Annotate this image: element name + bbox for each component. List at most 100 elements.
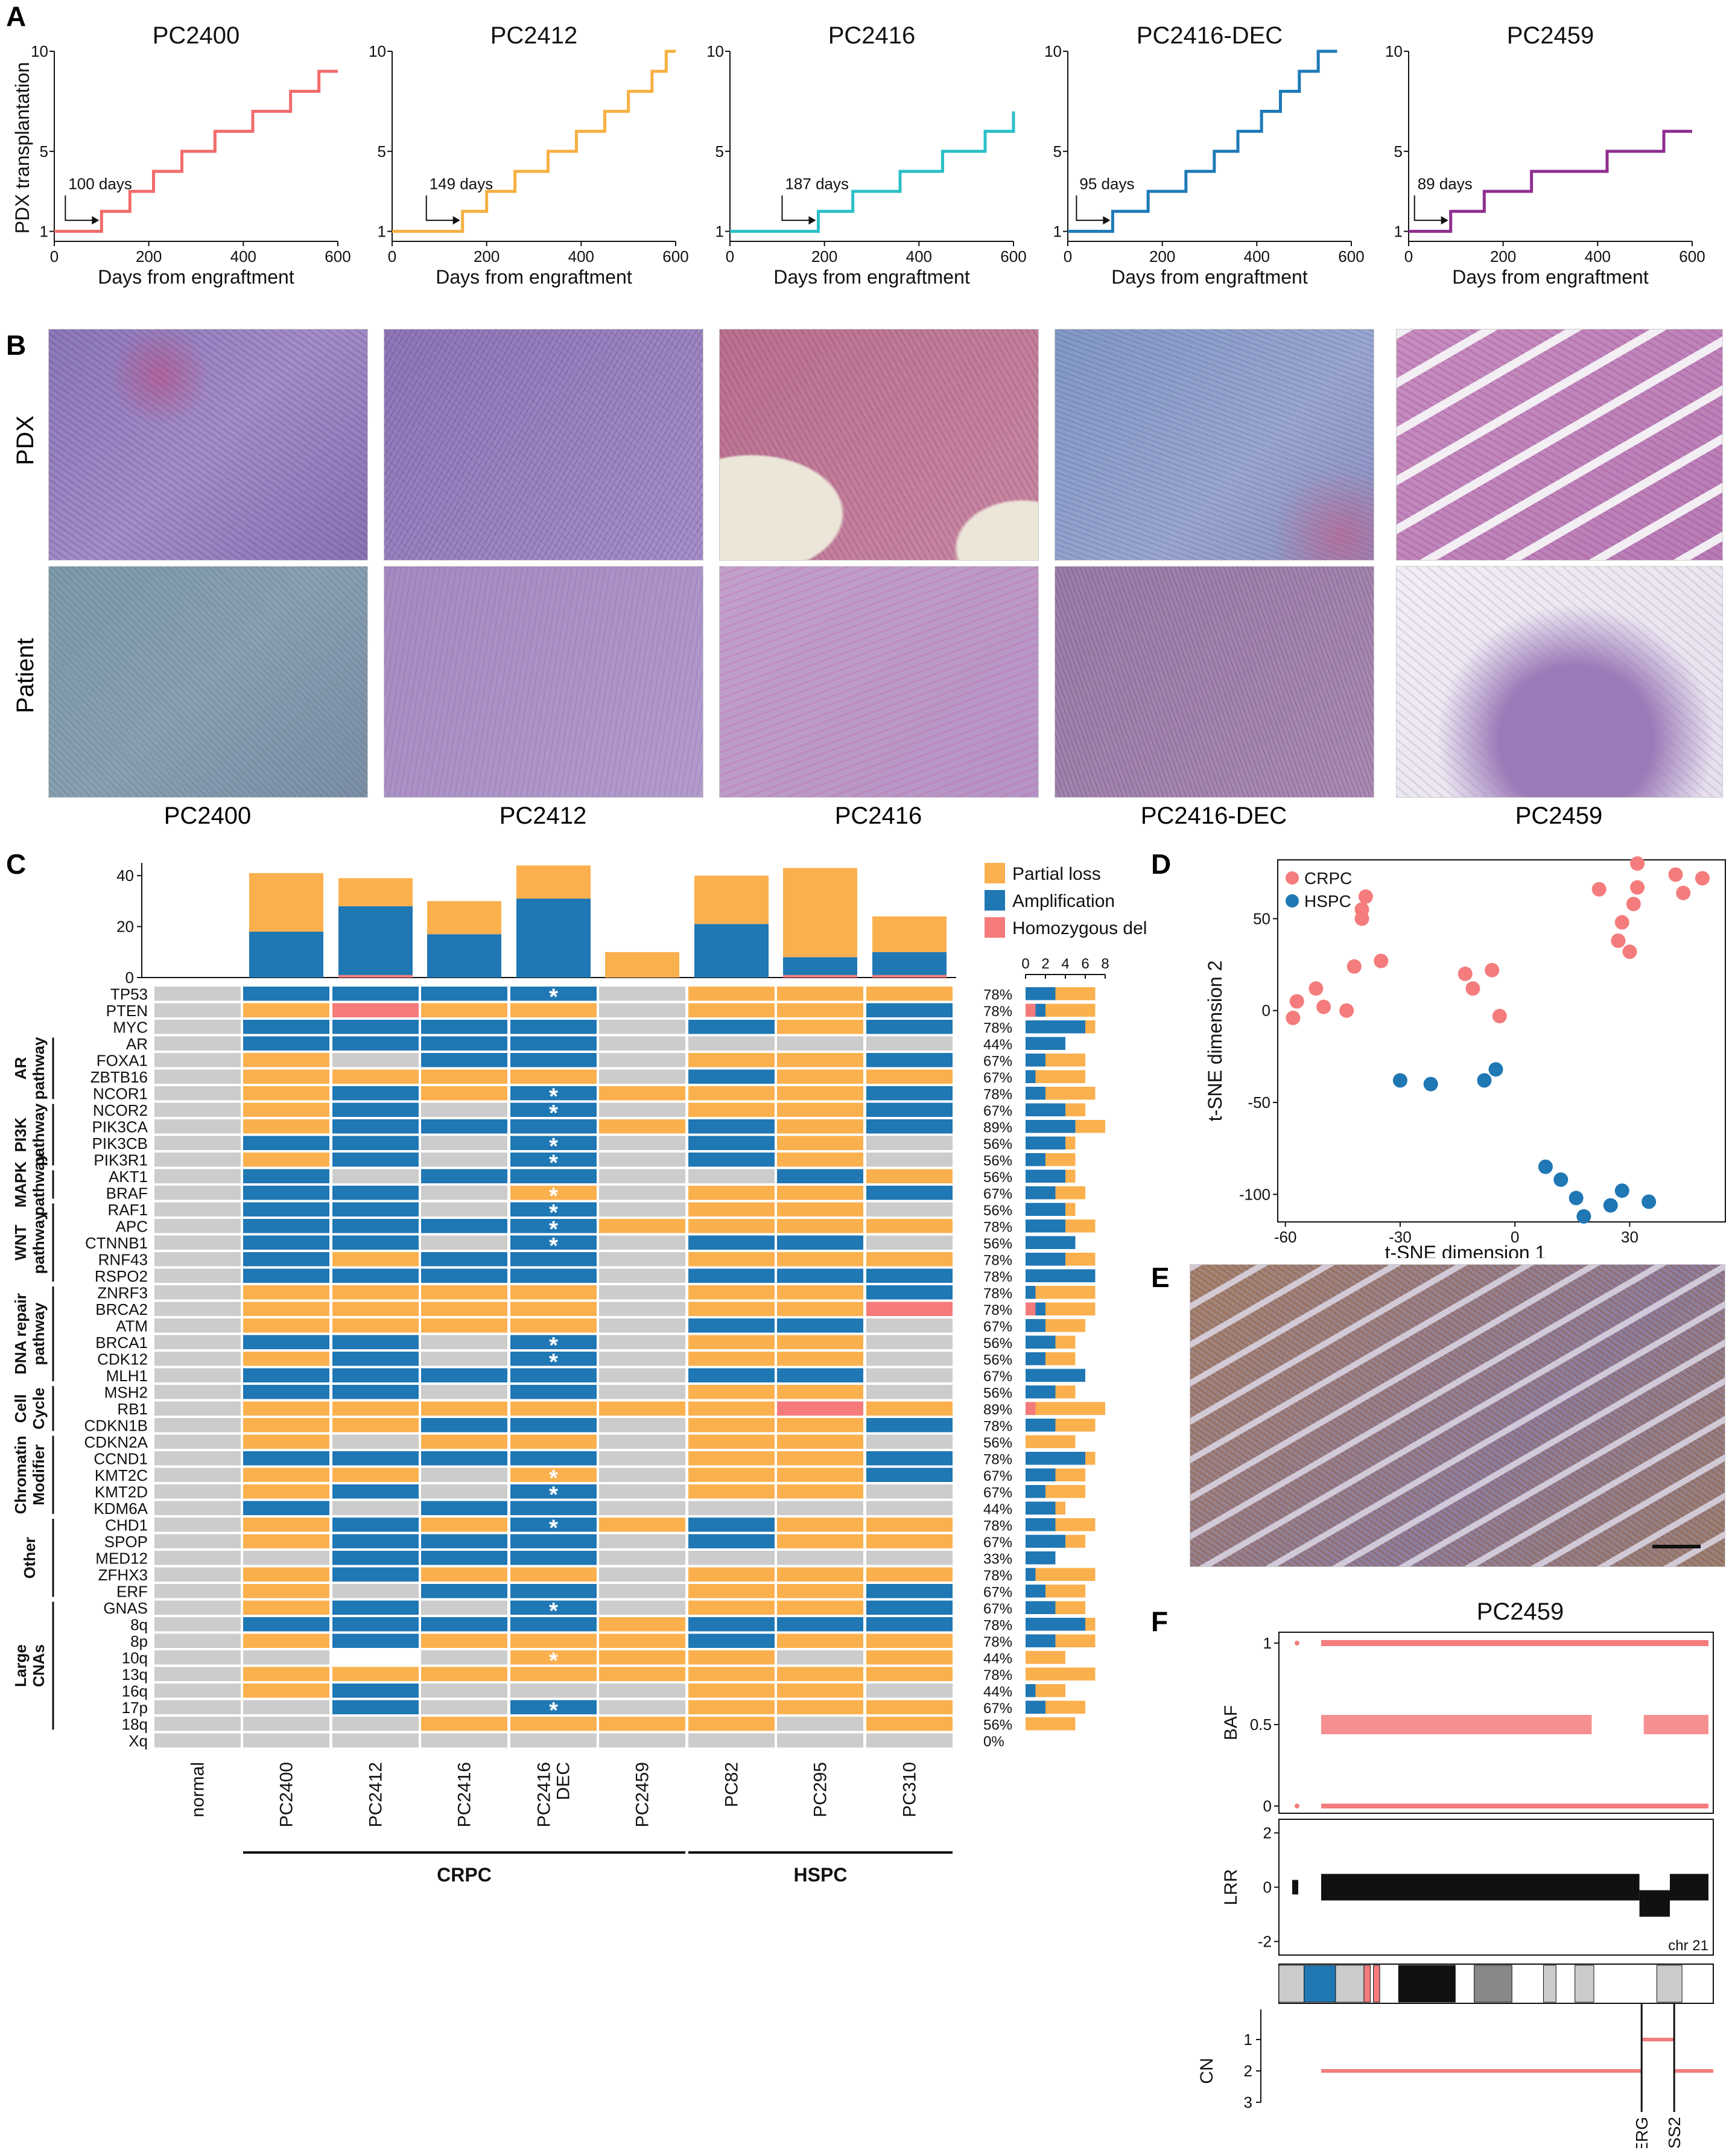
hspc-point — [1568, 1191, 1584, 1206]
oncoprint-cell — [866, 1169, 953, 1183]
oncoprint-cell — [688, 1268, 775, 1283]
step-line — [54, 69, 338, 233]
gene-label: ZNRF3 — [97, 1284, 148, 1302]
freq-bar-amplification — [1026, 1452, 1085, 1465]
oncoprint-cell — [599, 1518, 685, 1532]
oncoprint-cell — [510, 1119, 597, 1134]
y-tick-label: 10 — [31, 42, 48, 60]
oncoprint-cell — [777, 1069, 863, 1084]
gene-label-erg: ERG — [1632, 2117, 1651, 2148]
oncoprint-cell — [777, 1318, 863, 1333]
x-axis-label: Days from engraftment — [436, 266, 632, 288]
category-label: pathway — [30, 1037, 48, 1100]
bar-deletion — [872, 975, 947, 978]
freq-bar-amplification — [1026, 1220, 1065, 1233]
oncoprint-cell — [688, 1069, 775, 1084]
oncoprint-cell — [599, 1020, 685, 1034]
oncoprint-cell — [510, 1169, 597, 1183]
cn-tick-label: 1 — [1244, 2030, 1252, 2049]
oncoprint-cell — [421, 1567, 507, 1582]
frequency-label: 89% — [983, 1402, 1012, 1418]
freq-bar-partial-loss — [1045, 1319, 1085, 1332]
oncoprint-cell — [332, 1434, 419, 1449]
oncoprint-cell — [688, 1567, 775, 1582]
frequency-label: 78% — [983, 1419, 1012, 1435]
frequency-label: 78% — [983, 1667, 1012, 1684]
oncoprint-cell — [243, 1633, 329, 1648]
sample-label: PC2416 — [534, 1762, 554, 1827]
right-x-tick-label: 2 — [1041, 956, 1049, 972]
oncoprint-cell — [421, 1418, 507, 1433]
sample-label: PC82 — [722, 1762, 742, 1807]
oncoprint-cell — [777, 1119, 863, 1134]
frequency-label: 67% — [983, 1186, 1012, 1203]
gene-label: SPOP — [104, 1533, 148, 1551]
y-tick-label: 10 — [706, 42, 724, 60]
freq-bar-amplification — [1026, 1501, 1056, 1515]
y-tick-label: 5 — [715, 142, 724, 161]
bar-partial-loss — [516, 865, 591, 899]
bar-amplification — [249, 932, 323, 978]
freq-bar-amplification — [1026, 1286, 1036, 1299]
first-passage-annotation: 187 days — [785, 175, 849, 193]
oncoprint-cell — [510, 1036, 597, 1051]
x-tick-label: 200 — [1490, 247, 1516, 266]
sample-label-pc2412: PC2412 — [499, 803, 587, 829]
oncoprint-cell — [866, 1318, 953, 1333]
legend-label-hspc: HSPC — [1304, 892, 1351, 911]
oncoprint-cell — [866, 1684, 953, 1698]
oncoprint-cell — [421, 1600, 507, 1615]
oncoprint-cell — [243, 1053, 329, 1067]
oncoprint-cell — [599, 1584, 685, 1598]
ideogram-band — [1575, 1965, 1594, 2003]
oncoprint-cell — [421, 1252, 507, 1267]
freq-bar-amplification — [1026, 1103, 1065, 1116]
oncoprint-cell — [154, 1484, 241, 1499]
oncoprint-cell — [688, 1036, 775, 1051]
oncoprint-cell — [599, 1235, 685, 1250]
oncoprint-cell — [243, 1268, 329, 1283]
x-axis-label: t-SNE dimension 1 — [1385, 1242, 1546, 1258]
oncoprint-cell — [332, 1385, 419, 1399]
oncoprint-cell — [243, 1003, 329, 1017]
oncoprint-cell — [243, 1534, 329, 1548]
crpc-point — [1676, 885, 1691, 900]
x-axis-label: Days from engraftment — [1452, 266, 1649, 288]
oncoprint-cell — [688, 1318, 775, 1333]
oncoprint-cell — [332, 1600, 419, 1615]
freq-bar-partial-loss — [1055, 1501, 1065, 1515]
freq-bar-partial-loss — [1045, 1302, 1096, 1315]
oncoprint-cell — [866, 1617, 953, 1632]
oncoprint-cell — [599, 1617, 685, 1632]
oncoprint-cell — [154, 1020, 241, 1034]
oncoprint-cell — [243, 1717, 329, 1731]
bar-amplification — [338, 906, 413, 975]
oncoprint-cell — [866, 1484, 953, 1499]
oncoprint-cell — [154, 1036, 241, 1051]
ideogram-band — [1474, 1965, 1512, 2003]
oncoprint-cell — [332, 1318, 419, 1333]
frequency-label: 44% — [983, 1037, 1012, 1053]
frequency-label: 78% — [983, 1452, 1012, 1468]
oncoprint-cell — [154, 1003, 241, 1017]
x-tick-label: 0 — [388, 247, 396, 266]
oncoprint-cell — [332, 987, 419, 1001]
hspc-point — [1538, 1159, 1553, 1174]
freq-bar-amplification — [1026, 1419, 1056, 1432]
cn-tick-label: 3 — [1244, 2093, 1252, 2111]
oncoprint-cell — [243, 1501, 329, 1515]
oncoprint-cell — [154, 1551, 241, 1565]
oncoprint-cell — [421, 1667, 507, 1681]
oncoprint-cell — [599, 1119, 685, 1134]
freq-bar-amplification — [1026, 1618, 1085, 1631]
gene-label: PIK3CA — [92, 1118, 148, 1136]
oncoprint-cell — [421, 1633, 507, 1648]
frequency-label: 78% — [983, 1003, 1012, 1020]
oncoprint-cell — [777, 1584, 863, 1598]
lrr-tick-label: 0 — [1263, 1878, 1272, 1897]
gene-label: AKT1 — [109, 1168, 148, 1186]
oncoprint-cell — [510, 1302, 597, 1316]
x-tick-label: 600 — [1679, 247, 1705, 266]
pdx-image-pc2459 — [1396, 329, 1723, 561]
ideogram-band — [1304, 1965, 1336, 2003]
